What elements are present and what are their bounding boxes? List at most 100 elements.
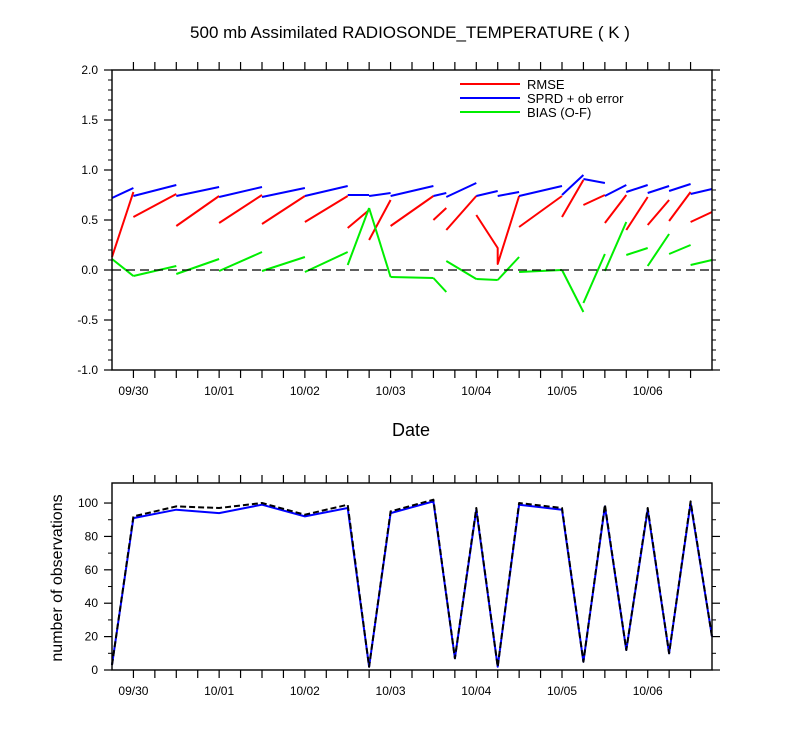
series-rmse-segment-11 <box>475 195 521 265</box>
series-sprd-ob-error-segment-20 <box>690 188 713 195</box>
x-tick-label: 09/30 <box>118 684 148 698</box>
series-sprd-ob-error-segment-5 <box>304 185 348 197</box>
x-tick-label: 10/03 <box>376 684 406 698</box>
series-bias-o-f-segment-15 <box>582 253 606 304</box>
x-tick-label: 10/02 <box>290 684 320 698</box>
y-tick-label: 60 <box>85 563 99 577</box>
series-rmse-segment-9 <box>432 207 447 221</box>
series-bias-o-f-segment-4 <box>261 256 306 272</box>
x-tick-label: 10/03 <box>376 384 406 398</box>
series-bias-o-f-segment-14 <box>561 269 585 313</box>
series-bias-o-f-segment-19 <box>668 244 691 255</box>
y-tick-label: -1.0 <box>77 363 98 377</box>
series-rmse-segment-18 <box>668 191 692 222</box>
series-possible-segment-0 <box>111 498 713 668</box>
series-sprd-ob-error-segment-1 <box>133 184 177 197</box>
series-bias-o-f-segment-20 <box>690 259 713 266</box>
series-rmse-segment-17 <box>646 199 670 226</box>
legend-label-1: SPRD + ob error <box>527 91 624 106</box>
series-bias-o-f-segment-11 <box>476 278 498 281</box>
x-tick-label: 10/06 <box>633 684 663 698</box>
series-rmse-segment-0 <box>111 191 135 258</box>
series-bias-o-f-segment-0 <box>111 258 135 277</box>
x-tick-label: 10/06 <box>633 384 663 398</box>
series-rmse-segment-12 <box>518 195 563 228</box>
series-bias-o-f-segment-9 <box>432 277 448 293</box>
top-chart: 500 mb Assimilated RADIOSONDE_TEMPERATUR… <box>77 23 720 440</box>
y-tick-label: 0.5 <box>81 213 98 227</box>
series-assimilated-segment-0 <box>111 500 713 668</box>
series-rmse-segment-4 <box>261 195 306 225</box>
series-rmse-segment-8 <box>390 195 434 227</box>
series-bias-o-f-segment-1 <box>133 265 177 277</box>
series-sprd-ob-error-segment-4 <box>261 187 306 198</box>
y-tick-label: 2.0 <box>81 63 98 77</box>
series-rmse-segment-1 <box>132 193 177 218</box>
series-sprd-ob-error-segment-17 <box>625 184 649 193</box>
y-tick-label: 1.0 <box>81 163 98 177</box>
y-tick-label: 0 <box>91 663 98 677</box>
series-bias-o-f-segment-6 <box>346 207 371 266</box>
y-axis-label: number of observations <box>49 494 66 661</box>
series-bias-o-f-segment-5 <box>304 251 349 273</box>
series-sprd-ob-error-segment-18 <box>647 185 670 194</box>
series-bias-o-f-segment-16 <box>603 221 628 272</box>
x-tick-label: 10/01 <box>204 384 234 398</box>
series-bias-o-f-segment-8 <box>390 276 434 279</box>
series-rmse-segment-15 <box>604 194 628 224</box>
x-tick-label: 10/04 <box>461 384 491 398</box>
series-bias-o-f-segment-2 <box>175 258 220 275</box>
x-tick-label: 10/02 <box>290 384 320 398</box>
series-bias-o-f-segment-3 <box>218 251 263 272</box>
legend-label-0: RMSE <box>527 77 565 92</box>
y-tick-label: 0.0 <box>81 263 98 277</box>
x-tick-label: 09/30 <box>118 384 148 398</box>
series-sprd-ob-error-segment-14 <box>561 174 585 196</box>
series-rmse-segment-14 <box>582 194 606 206</box>
series-sprd-ob-error-segment-2 <box>176 186 220 197</box>
series-rmse-segment-3 <box>218 194 263 224</box>
series-sprd-ob-error-segment-16 <box>604 184 627 197</box>
series-sprd-ob-error-segment-19 <box>668 183 691 192</box>
y-tick-label: 1.5 <box>81 113 98 127</box>
series-rmse-segment-5 <box>304 195 349 223</box>
x-tick-label: 10/05 <box>547 384 577 398</box>
x-axis-label: Date <box>392 420 430 440</box>
series-bias-o-f-segment-18 <box>646 233 670 267</box>
series-rmse-segment-7 <box>368 199 392 241</box>
x-tick-label: 10/04 <box>461 684 491 698</box>
series-sprd-ob-error-segment-12 <box>497 191 520 197</box>
y-tick-label: 100 <box>78 496 98 510</box>
x-tick-label: 10/01 <box>204 684 234 698</box>
series-bias-o-f-segment-17 <box>625 247 649 256</box>
series-bias-o-f-segment-7 <box>368 207 392 278</box>
series-rmse-segment-16 <box>625 196 649 231</box>
series-sprd-ob-error-segment-7 <box>368 192 391 197</box>
bottom-chart: 0 20 40 60 80 100 09/30 10/01 10/02 10/03 10/04 10/… <box>49 475 720 698</box>
series-sprd-ob-error-segment-0 <box>111 187 134 199</box>
series-sprd-ob-error-segment-3 <box>218 186 263 198</box>
series-sprd-ob-error-segment-8 <box>390 185 434 197</box>
series-sprd-ob-error-segment-10 <box>445 182 477 198</box>
series-sprd-ob-error-segment-15 <box>583 178 606 184</box>
y-tick-label: 40 <box>85 596 99 610</box>
y-tick-label: 80 <box>85 529 99 543</box>
series-bias-o-f-segment-12 <box>496 256 520 281</box>
series-rmse-segment-2 <box>175 195 220 227</box>
series-rmse-segment-10 <box>445 195 478 231</box>
y-tick-label: -0.5 <box>77 313 98 327</box>
series-rmse-segment-6 <box>347 209 370 229</box>
series-bias-o-f-segment-10 <box>445 260 477 280</box>
chart-title: 500 mb Assimilated RADIOSONDE_TEMPERATUR… <box>190 23 630 42</box>
legend-label-2: BIAS (O-F) <box>527 105 591 120</box>
series-sprd-ob-error-segment-11 <box>476 190 498 197</box>
plot-frame <box>111 69 713 371</box>
series-sprd-ob-error-segment-13 <box>518 185 563 197</box>
series-sprd-ob-error-segment-9 <box>433 192 447 197</box>
series-rmse-segment-19 <box>690 211 713 223</box>
series-rmse-segment-13 <box>561 179 585 218</box>
x-tick-label: 10/05 <box>547 684 577 698</box>
